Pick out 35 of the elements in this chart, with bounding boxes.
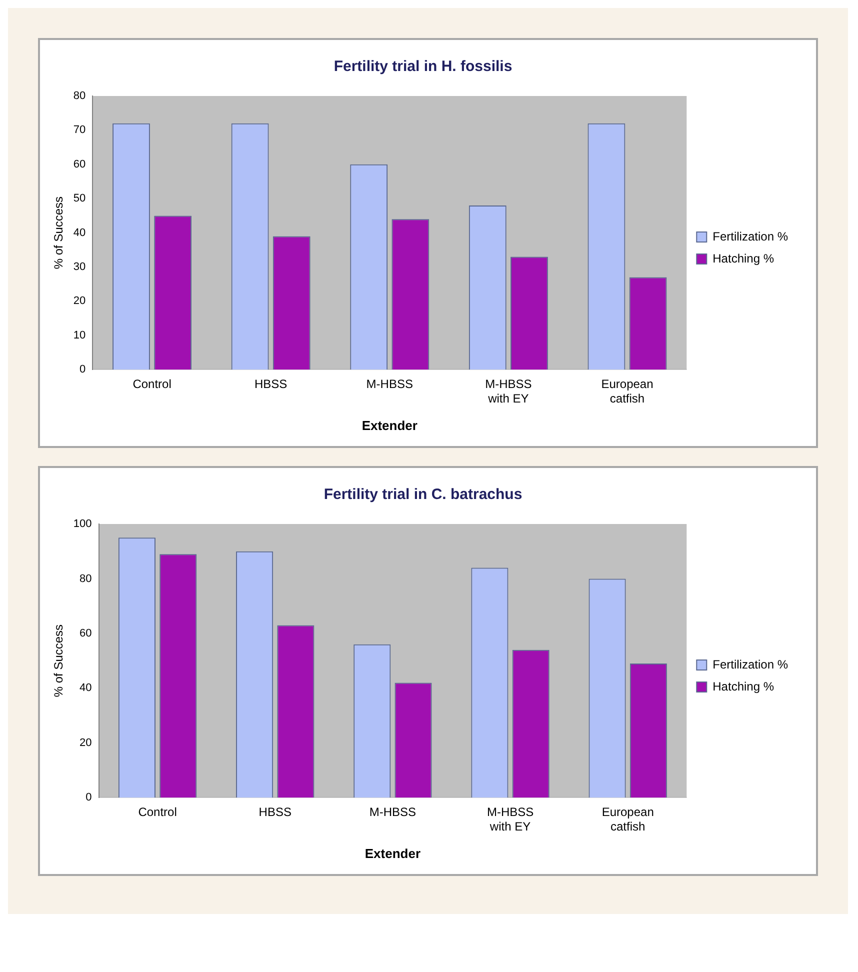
x-tick-label: Control <box>138 805 177 820</box>
y-tick-label: 10 <box>73 329 86 342</box>
x-tick-label: HBSS <box>254 377 288 392</box>
x-tick-label: HBSS <box>258 805 292 820</box>
x-tick-label: M-HBSS <box>369 805 416 820</box>
y-tick-label: 30 <box>73 261 86 274</box>
y-axis-title: % of Success <box>52 624 66 698</box>
legend-label: Hatching % <box>712 679 774 694</box>
y-tick-label: 60 <box>80 627 92 640</box>
y-tick-label: 0 <box>86 792 92 804</box>
y-tick-label: 60 <box>73 158 86 170</box>
y-tick-label: 40 <box>73 226 86 239</box>
x-tick-label: European catfish <box>602 805 654 834</box>
y-tick-label: 50 <box>73 192 86 205</box>
y-tick-label: 80 <box>80 572 92 585</box>
y-tick-label: 20 <box>80 736 92 749</box>
x-tick-label: European catfish <box>601 377 654 406</box>
x-tick-label: M-HBSS with EY <box>486 805 534 834</box>
y-tick-label: 100 <box>73 518 92 530</box>
legend-label: Hatching % <box>712 251 774 266</box>
y-tick-label: 70 <box>73 124 86 136</box>
y-axis-title: % of Success <box>52 196 66 270</box>
chart-title: Fertility trial in C. batrachus <box>324 486 522 504</box>
y-tick-label: 40 <box>80 682 92 694</box>
y-tick-label: 20 <box>73 295 86 308</box>
x-axis-title: Extender <box>362 418 418 433</box>
x-tick-label: Control <box>132 377 172 392</box>
y-tick-label: 0 <box>80 364 86 376</box>
chart-title: Fertility trial in H. fossilis <box>334 58 512 76</box>
x-tick-label: M-HBSS with EY <box>485 377 532 406</box>
y-tick-label: 80 <box>73 90 86 102</box>
x-tick-label: M-HBSS <box>366 377 413 392</box>
legend-label: Fertilization % <box>712 657 788 672</box>
x-axis-title: Extender <box>364 846 421 861</box>
legend-label: Fertilization % <box>712 229 788 244</box>
